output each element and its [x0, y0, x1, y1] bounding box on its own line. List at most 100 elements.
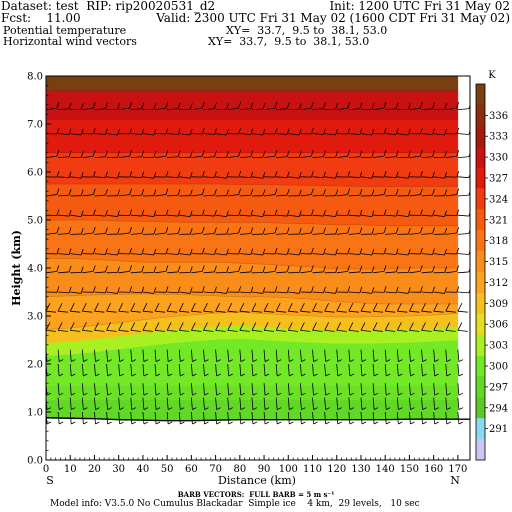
wind-barb [300, 411, 306, 425]
wind-barb [445, 349, 451, 362]
wind-barb [203, 363, 209, 377]
wind-barb [203, 383, 209, 396]
wind-barb [373, 265, 387, 274]
wind-barb [203, 349, 209, 362]
theta-band [46, 76, 459, 91]
wind-barb [336, 397, 342, 410]
wind-barb [312, 188, 326, 197]
wind-barb [106, 172, 120, 179]
wind-barb [118, 209, 133, 216]
wind-barb [457, 267, 470, 274]
x-tick-label: 60 [185, 464, 198, 475]
wind-barb [239, 227, 254, 235]
wind-barb [130, 150, 145, 158]
wind-barb [167, 102, 181, 110]
wind-barb [70, 266, 84, 274]
wind-barb [57, 363, 64, 377]
wind-barb [155, 127, 169, 135]
wind-barb [409, 349, 415, 362]
wind-barb [191, 226, 205, 235]
wind-barb [239, 383, 246, 396]
colorbar-swatch [476, 104, 485, 127]
wind-barb [82, 127, 96, 135]
wind-barb [69, 383, 76, 396]
wind-barb [397, 172, 411, 179]
wind-barb [251, 151, 266, 158]
wind-barb [312, 171, 326, 179]
wind-barb [312, 128, 326, 135]
wind-barb [409, 265, 423, 274]
wind-barb [457, 303, 468, 313]
wind-barb [348, 150, 363, 158]
wind-barb [70, 172, 84, 179]
isentrope-324 [46, 183, 458, 187]
terrain-line [46, 417, 470, 422]
colorbar-swatch [476, 376, 485, 398]
wind-barb [445, 188, 460, 197]
wind-barb [348, 265, 363, 274]
wind-barb [300, 363, 306, 377]
wind-barb [433, 411, 439, 425]
wind-barb [118, 150, 132, 158]
wind-barb [130, 128, 145, 135]
wind-barb [288, 287, 302, 294]
wind-barb [288, 172, 302, 179]
wind-barb [287, 363, 294, 377]
wind-barb [324, 248, 338, 256]
wind-barb [46, 286, 60, 293]
wind-barb [275, 383, 282, 396]
field-name-1: Potential temperature [3, 24, 127, 37]
wind-barb [397, 151, 411, 158]
wind-barb [421, 363, 427, 377]
wind-barb [373, 171, 387, 178]
wind-barb [203, 411, 209, 425]
wind-barb [46, 303, 57, 313]
wind-barb [421, 397, 427, 410]
wind-barb [154, 150, 169, 158]
wind-barb [324, 322, 335, 332]
wind-barb [372, 363, 379, 377]
wind-barb [263, 397, 270, 410]
wind-barb [264, 188, 278, 197]
wind-barb [251, 128, 266, 136]
wind-barb [287, 349, 294, 362]
wind-barb [155, 171, 169, 178]
colorbar-label: 309 [489, 299, 508, 310]
wind-barb [118, 363, 124, 377]
wind-barb [106, 151, 120, 158]
wind-barb [409, 411, 415, 425]
wind-barb [154, 383, 161, 396]
theta-band [46, 183, 459, 227]
wind-barb [154, 322, 166, 332]
wind-barb [421, 248, 435, 255]
wind-barb [130, 303, 141, 313]
wind-barb [203, 128, 217, 135]
wind-barb [324, 363, 330, 377]
wind-barb [433, 287, 447, 294]
wind-barb [251, 303, 262, 313]
colorbar-swatch [476, 167, 485, 189]
wind-barb [118, 171, 133, 178]
wind-barb [190, 383, 197, 396]
wind-barb [215, 363, 221, 377]
wind-barb [227, 286, 242, 293]
wind-barb [300, 383, 306, 396]
wind-barb [360, 151, 375, 158]
wind-barb [142, 383, 149, 396]
wind-barb [179, 210, 193, 218]
wind-barb [324, 266, 339, 274]
wind-barb [227, 247, 242, 255]
wind-barb [324, 227, 339, 235]
colorbar-swatch [476, 230, 485, 252]
wind-barb [94, 150, 108, 158]
wind-barb [106, 227, 120, 235]
wind-barb [239, 209, 254, 217]
colorbar-label: 318 [489, 236, 508, 247]
wind-barb [58, 171, 72, 179]
wind-barb [191, 322, 202, 332]
wind-barb [421, 286, 435, 294]
wind-barb [130, 363, 136, 377]
wind-barb [397, 189, 411, 197]
wind-barb [94, 286, 108, 294]
